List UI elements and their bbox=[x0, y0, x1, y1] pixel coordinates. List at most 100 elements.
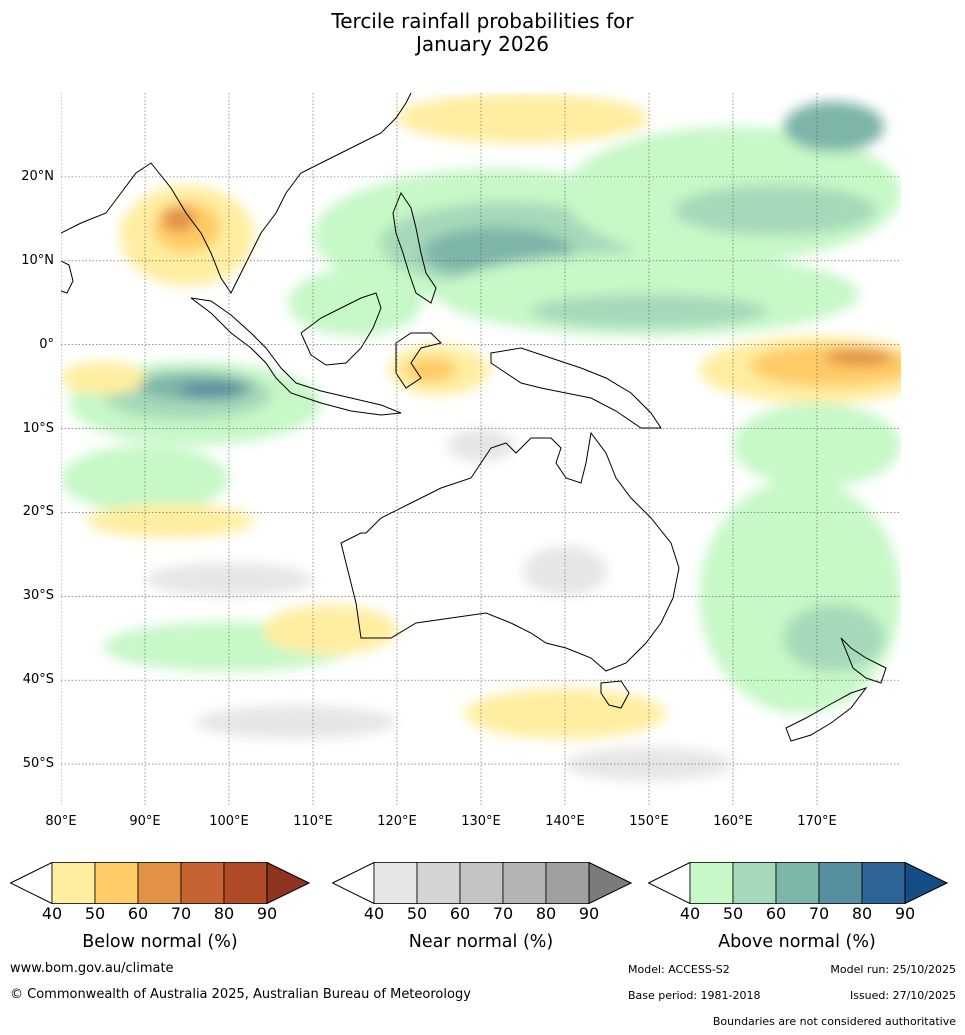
map-area[interactable] bbox=[61, 93, 901, 806]
legend-tick-label: 70 bbox=[170, 904, 192, 923]
legend-tick-label: 90 bbox=[256, 904, 278, 923]
legend-tick-label: 80 bbox=[851, 904, 873, 923]
lat-label: 10°S bbox=[22, 420, 54, 436]
boundaries-disclaimer: Boundaries are not considered authoritat… bbox=[712, 1015, 956, 1028]
legend-below-normal-title: Below normal (%) bbox=[82, 932, 238, 952]
lon-label: 90°E bbox=[129, 814, 161, 829]
lat-label: 30°S bbox=[22, 588, 54, 604]
legend-tick-label: 60 bbox=[449, 904, 471, 923]
tasmania-coastline bbox=[600, 680, 630, 709]
probability-region-below-29 bbox=[262, 604, 397, 656]
legend-swatch bbox=[51, 862, 96, 904]
probability-region-above-13 bbox=[783, 604, 885, 672]
lon-label: 130°E bbox=[461, 814, 501, 829]
legend-swatch bbox=[689, 862, 734, 904]
sri-lanka-coastline bbox=[61, 260, 74, 294]
lon-label: 150°E bbox=[629, 814, 669, 829]
legend-swatch bbox=[545, 862, 590, 904]
legend-tick-label: 90 bbox=[894, 904, 916, 923]
probability-region-below-23 bbox=[161, 206, 196, 232]
lon-label: 140°E bbox=[545, 814, 585, 829]
probability-region-below-30 bbox=[61, 361, 145, 395]
legend-extend-low bbox=[10, 862, 53, 904]
lon-label: 160°E bbox=[713, 814, 753, 829]
legend-tick-label: 70 bbox=[808, 904, 830, 923]
probability-region-above-15 bbox=[287, 269, 423, 337]
title-line-1: Tercile rainfall probabilities for bbox=[331, 9, 634, 33]
legend-tick-label: 50 bbox=[406, 904, 428, 923]
legend-swatch bbox=[223, 862, 268, 904]
lon-label: 110°E bbox=[293, 814, 333, 829]
model-run-date: Model run: 25/10/2025 bbox=[830, 963, 956, 976]
lat-label: 40°S bbox=[22, 672, 54, 688]
legend-tick-label: 80 bbox=[535, 904, 557, 923]
legend-swatch bbox=[373, 862, 418, 904]
legend-extend-high bbox=[904, 862, 948, 904]
legend-swatch bbox=[416, 862, 461, 904]
legend-near-normal-title: Near normal (%) bbox=[408, 932, 554, 952]
legend-extend-high bbox=[266, 862, 310, 904]
probability-region-near-32 bbox=[195, 705, 397, 739]
legend-extend-low bbox=[332, 862, 375, 904]
legend-tick-label: 70 bbox=[492, 904, 514, 923]
legend-below-normal-colorbar bbox=[10, 862, 310, 904]
lat-label: 0° bbox=[39, 336, 54, 352]
issued-date: Issued: 27/10/2025 bbox=[849, 989, 956, 1002]
legend-tick-label: 80 bbox=[213, 904, 235, 923]
legend-swatch bbox=[180, 862, 225, 904]
legend-swatch bbox=[818, 862, 863, 904]
sulawesi-coastline bbox=[395, 332, 442, 389]
chart-title: Tercile rainfall probabilities for Janua… bbox=[0, 10, 965, 56]
probability-region-above-5 bbox=[783, 101, 885, 152]
website-link[interactable]: www.bom.gov.au/climate bbox=[10, 961, 174, 976]
lon-label: 120°E bbox=[377, 814, 417, 829]
legend-tick-label: 90 bbox=[578, 904, 600, 923]
title-line-2: January 2026 bbox=[415, 32, 550, 56]
lat-label: 20°N bbox=[21, 168, 54, 184]
new-guinea-coastline bbox=[490, 347, 662, 429]
probability-region-below-26 bbox=[405, 357, 456, 383]
legend-swatch bbox=[459, 862, 504, 904]
legend-tick-label: 50 bbox=[84, 904, 106, 923]
legend-tick-label: 50 bbox=[722, 904, 744, 923]
graticule bbox=[61, 93, 901, 806]
probability-map bbox=[61, 93, 901, 806]
legend-tick-label: 40 bbox=[679, 904, 701, 923]
probability-region-near-35 bbox=[447, 428, 515, 463]
lat-label: 10°N bbox=[21, 252, 54, 268]
sumatra-java-coastline bbox=[190, 297, 402, 416]
copyright-text: © Commonwealth of Australia 2025, Austra… bbox=[10, 987, 471, 1002]
base-period: Base period: 1981-2018 bbox=[628, 989, 761, 1002]
legend-tick-label: 40 bbox=[363, 904, 385, 923]
probability-region-above-11 bbox=[178, 382, 246, 400]
legend-above-normal-title: Above normal (%) bbox=[718, 932, 876, 952]
lat-label: 20°S bbox=[22, 504, 54, 520]
legend-tick-label: 60 bbox=[127, 904, 149, 923]
legend-extend-low bbox=[648, 862, 691, 904]
lon-label: 100°E bbox=[209, 814, 249, 829]
probability-region-below-20 bbox=[825, 348, 893, 366]
borneo-coastline bbox=[300, 292, 382, 366]
australia-coastline bbox=[340, 431, 680, 672]
legend-tick-label: 40 bbox=[41, 904, 63, 923]
model-name: Model: ACCESS-S2 bbox=[628, 963, 730, 976]
legend-swatch bbox=[137, 862, 182, 904]
probability-region-above-4 bbox=[674, 185, 876, 236]
legend-swatch bbox=[861, 862, 906, 904]
philippines-coastline bbox=[392, 191, 437, 304]
lat-label: 50°S bbox=[22, 756, 54, 772]
legend-above-normal-colorbar bbox=[648, 862, 948, 904]
lon-label: 170°E bbox=[797, 814, 837, 829]
legend-swatch bbox=[502, 862, 547, 904]
lon-label: 80°E bbox=[45, 814, 77, 829]
new-zealand-south-coastline bbox=[785, 687, 868, 742]
asia-mainland-coastline bbox=[61, 93, 412, 294]
legend-swatch bbox=[732, 862, 777, 904]
legend-extend-high bbox=[588, 862, 632, 904]
legend-tick-label: 60 bbox=[765, 904, 787, 923]
probability-region-above-14 bbox=[733, 403, 901, 488]
probability-region-near-31 bbox=[523, 545, 607, 597]
legend-swatch bbox=[94, 862, 139, 904]
new-zealand-north-coastline bbox=[840, 637, 887, 684]
legend-swatch bbox=[775, 862, 820, 904]
